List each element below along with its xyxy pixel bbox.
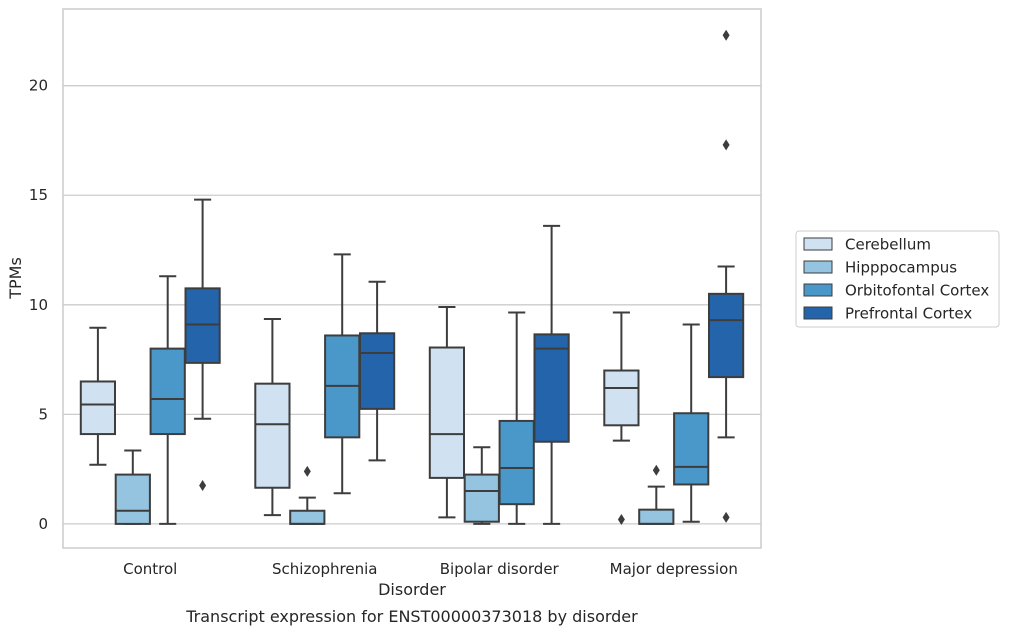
box-2-2 — [498, 311, 535, 525]
x-tick-labels: Control Schizophrenia Bipolar disorder Majo… — [123, 560, 738, 578]
box-0-3 — [184, 198, 221, 492]
box-rect — [254, 382, 291, 489]
plot-frame — [62, 8, 762, 549]
box-rect — [114, 473, 151, 525]
box-1-1 — [289, 465, 326, 525]
box-rect — [707, 292, 745, 379]
chart-caption: Transcript expression for ENST0000037301… — [185, 607, 638, 626]
box-rect — [358, 332, 396, 410]
box-rect — [603, 369, 640, 427]
box-1-3 — [358, 280, 396, 462]
box-3-2 — [673, 323, 710, 523]
x-tick-label: Bipolar disorder — [440, 560, 560, 578]
box-0-2 — [149, 275, 186, 525]
box-rect — [79, 380, 117, 436]
outlier-point — [722, 511, 730, 523]
legend-swatch — [803, 283, 833, 297]
box-rect — [533, 333, 570, 443]
box-1-2 — [324, 253, 361, 495]
box-3-0 — [603, 311, 640, 526]
box-rect — [673, 412, 710, 486]
box-1-0 — [254, 318, 291, 517]
legend-swatch — [803, 237, 833, 251]
outlier-point — [722, 29, 730, 41]
box-3-3 — [707, 29, 745, 523]
box-rect — [149, 347, 186, 436]
legend-label: Prefrontal Cortex — [845, 305, 972, 323]
y-tick-label: 0 — [38, 515, 48, 533]
y-tick-label: 15 — [29, 186, 48, 204]
box-rect — [498, 419, 535, 506]
x-tick-label: Schizophrenia — [272, 560, 377, 578]
box-2-0 — [428, 305, 466, 519]
legend-label: Orbitofontal Cortex — [845, 282, 989, 300]
y-tick-label: 5 — [38, 405, 48, 423]
box-2-1 — [463, 446, 500, 525]
outlier-point — [303, 465, 311, 477]
x-tick-label: Control — [123, 560, 177, 578]
box-rect — [428, 346, 466, 479]
y-tick-label: 20 — [29, 77, 48, 95]
legend-swatch — [803, 306, 833, 320]
x-axis-label: Disorder — [378, 580, 446, 599]
legend: Cerebellum Hipppocampus Orbitofontal Corte… — [795, 230, 1000, 328]
outlier-point — [199, 480, 207, 492]
box-rect — [638, 508, 675, 525]
box-2-3 — [533, 224, 570, 525]
outlier-point — [617, 514, 625, 526]
legend-frame — [795, 230, 1000, 328]
outlier-point — [722, 139, 730, 151]
box-0-0 — [79, 326, 117, 466]
box-rect — [289, 509, 326, 525]
legend-swatch — [803, 260, 833, 274]
box-0-1 — [114, 449, 151, 525]
y-tick-label: 10 — [29, 296, 48, 314]
y-tick-labels: 0 5 10 15 20 — [29, 77, 48, 533]
box-rect — [463, 473, 500, 523]
legend-label: Cerebellum — [845, 236, 931, 254]
outlier-point — [652, 464, 660, 476]
x-tick-label: Major depression — [610, 560, 738, 578]
y-axis-label: TPMs — [6, 257, 25, 300]
legend-label: Hipppocampus — [845, 259, 957, 277]
box-3-1 — [638, 464, 675, 525]
box-groups — [79, 29, 745, 526]
box-rect — [184, 287, 221, 364]
